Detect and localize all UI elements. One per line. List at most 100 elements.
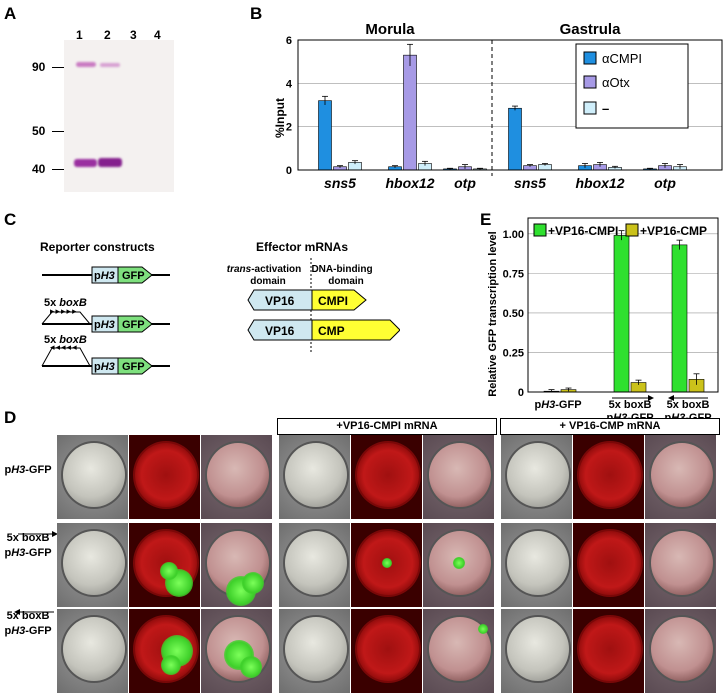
- gfp-signal: [160, 562, 178, 580]
- forward-arrow-icon: [2, 531, 58, 547]
- embryo: [205, 441, 271, 509]
- boxb-insert: [41, 311, 91, 325]
- embryo: [577, 615, 643, 683]
- trans-rest: -activation: [251, 264, 301, 275]
- embryo: [577, 441, 643, 509]
- chart-legend: αCMPI αOtx –: [575, 43, 689, 129]
- embryo: [283, 615, 349, 683]
- x-tick-label: otp: [654, 175, 676, 191]
- dic-micrograph: [57, 435, 128, 519]
- marker-tick: [52, 67, 64, 68]
- embryo: [649, 529, 715, 597]
- svg-text:▸▸▸▸▸: ▸▸▸▸▸: [50, 306, 78, 316]
- embryo: [577, 529, 643, 597]
- y-tick-label: 0: [518, 387, 524, 399]
- promoter-h3: H3: [101, 319, 115, 331]
- y-tick-label: 0.25: [503, 347, 524, 359]
- svg-text:pH3: pH3: [94, 319, 115, 331]
- group-h3: H3: [541, 399, 555, 411]
- promoter-p: p: [94, 270, 101, 282]
- embryo: [427, 441, 493, 509]
- panel-label-b: B: [250, 4, 263, 23]
- x-tick-label: hbox12: [385, 175, 434, 191]
- x-tick-label: hbox12: [575, 175, 624, 191]
- effector-title: Effector mRNAs: [256, 240, 349, 254]
- group-boxb-label: 5x boxB: [667, 399, 710, 411]
- reverse-arrowhead: [668, 395, 674, 401]
- plot-frame: [297, 39, 723, 171]
- stage-label-gastrula: Gastrula: [560, 21, 622, 38]
- svg-text:5x boxB: 5x boxB: [44, 297, 87, 309]
- y-axis-label: Relative GFP transcription level: [488, 231, 499, 396]
- legend-item-otx: αOtx: [602, 75, 630, 90]
- lane-label: 4: [154, 28, 161, 42]
- fluo-micrograph: [573, 609, 644, 693]
- y-tick-label: 2: [286, 122, 292, 134]
- panel-label-c: C: [4, 210, 17, 229]
- lane-label: 2: [104, 28, 111, 42]
- marker-label: 90: [32, 60, 46, 74]
- promoter-p: p: [94, 319, 101, 331]
- gfp-label: GFP: [122, 361, 145, 373]
- legend-swatch-cmpi: [533, 223, 547, 237]
- y-tick-label: 0: [286, 165, 292, 177]
- y-tick-label: 4: [286, 78, 293, 90]
- boxb-insert: [41, 347, 91, 367]
- group-boxb-label: 5x boxB: [609, 399, 652, 411]
- panel-label-e: E: [480, 210, 492, 229]
- legend-item-cmpi: αCMPI: [602, 51, 642, 66]
- dna-binding-label: DNA-binding: [311, 264, 372, 275]
- merge-micrograph: [423, 435, 494, 519]
- domain-label: domain: [328, 276, 364, 287]
- header-vp16-cmpi: +VP16-CMPI mRNA: [277, 418, 497, 435]
- fluo-micrograph: [573, 435, 644, 519]
- svg-text:◂◂◂◂◂: ◂◂◂◂◂: [50, 342, 78, 352]
- dic-micrograph: [57, 523, 128, 607]
- reporter-title: Reporter constructs: [40, 240, 155, 254]
- promoter-h3: H3: [101, 361, 115, 373]
- row-label-ph3-gfp: pH3-GFP: [4, 464, 52, 476]
- panel-label-d: D: [4, 408, 17, 427]
- svg-text:pH3-GFP: pH3-GFP: [534, 399, 581, 411]
- fluo-micrograph: [351, 435, 422, 519]
- dic-micrograph: [501, 523, 572, 607]
- gfp-label: GFP: [122, 319, 145, 331]
- legend-item-cmp: +VP16-CMP: [640, 224, 707, 238]
- reverse-arrow-icon: [2, 609, 54, 625]
- legend-item-control: –: [602, 101, 609, 116]
- y-axis-label: %Input: [273, 98, 287, 138]
- fluo-micrograph: [351, 523, 422, 607]
- dic-micrograph: [501, 435, 572, 519]
- bar: [613, 235, 630, 393]
- boxb-label: boxB: [59, 297, 87, 309]
- chip-bar-chart: Morula Gastrula %Input 0 2 4 6 αCMPI αOtx –…: [273, 21, 723, 191]
- gfp-signal: [161, 655, 181, 675]
- merge-micrograph: [201, 523, 272, 607]
- legend-swatch-cmp: [625, 223, 639, 237]
- x-tick-label: sns5: [514, 175, 546, 191]
- gfp-signal: [478, 624, 488, 634]
- embryo: [61, 615, 127, 683]
- western-blot: [64, 40, 174, 192]
- y-tick-label: 6: [286, 35, 292, 47]
- vp16-box: [247, 289, 313, 311]
- dic-micrograph: [57, 609, 128, 693]
- x-tick-label: sns5: [324, 175, 356, 191]
- dic-micrograph: [279, 435, 350, 519]
- merge-micrograph: [645, 609, 716, 693]
- embryo: [283, 529, 349, 597]
- gfp-signal: [240, 656, 262, 678]
- promoter-p: p: [94, 361, 101, 373]
- svg-text:5x boxB: 5x boxB: [44, 334, 87, 346]
- boxb-prefix: 5x: [44, 334, 59, 346]
- boxb-prefix: 5x: [44, 297, 59, 309]
- group-rest: -GFP: [555, 399, 581, 411]
- embryo: [649, 615, 715, 683]
- embryo: [61, 441, 127, 509]
- domain-label: domain: [250, 276, 286, 287]
- legend-swatch-cmpi: [583, 51, 597, 65]
- gfp-signal: [453, 557, 465, 569]
- dic-micrograph: [501, 609, 572, 693]
- bar: [318, 100, 332, 171]
- boxb-label: boxB: [59, 334, 87, 346]
